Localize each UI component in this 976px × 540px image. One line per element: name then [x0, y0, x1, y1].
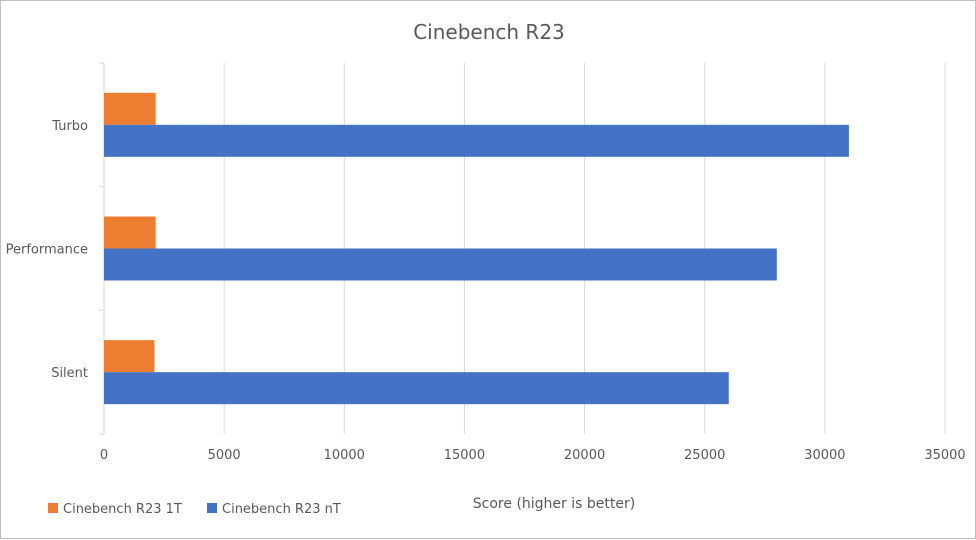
legend: Cinebench R23 1T Cinebench R23 nT	[48, 502, 341, 517]
bar-1t-turbo	[104, 92, 156, 125]
category-labels: Turbo Performance Silent	[6, 119, 88, 381]
x-axis-label: Score (higher is better)	[473, 496, 635, 512]
x-tick-label: 20000	[564, 448, 605, 463]
x-tick-label: 10000	[324, 448, 365, 463]
legend-swatch	[207, 503, 217, 513]
chart-title: Cinebench R23	[413, 20, 565, 44]
bar-1t-silent	[104, 340, 155, 373]
category-label: Performance	[6, 243, 88, 258]
bars	[104, 92, 849, 405]
x-tick-label: 25000	[684, 448, 725, 463]
x-tick-label: 15000	[444, 448, 485, 463]
x-tick-label: 5000	[208, 448, 241, 463]
bar-nt-silent	[104, 372, 729, 405]
bar-1t-performance	[104, 216, 156, 249]
bar-nt-turbo	[104, 124, 849, 157]
x-tick-label: 35000	[924, 448, 965, 463]
legend-label: Cinebench R23 nT	[222, 502, 341, 517]
x-tick-labels: 0 5000 10000 15000 20000 25000 30000 35000	[100, 448, 966, 463]
x-tick-label: 0	[100, 448, 108, 463]
category-axis	[99, 62, 105, 435]
x-tick-label: 30000	[804, 448, 845, 463]
bar-nt-performance	[104, 248, 777, 281]
category-label: Turbo	[51, 119, 88, 134]
category-label: Silent	[51, 366, 88, 381]
legend-swatch	[48, 503, 58, 513]
legend-label: Cinebench R23 1T	[63, 502, 182, 517]
